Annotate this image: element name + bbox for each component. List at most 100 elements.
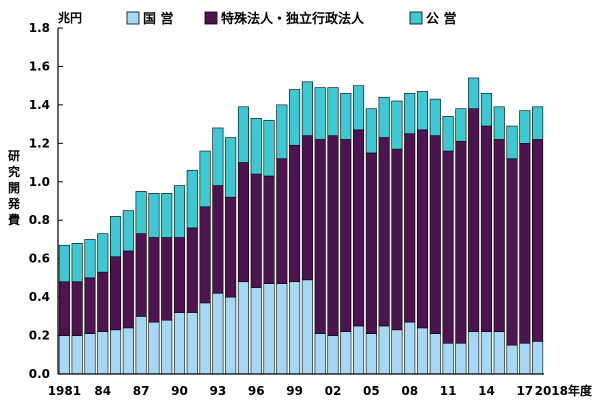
bar-special-corp-2003: [340, 139, 352, 333]
bar-national-1985: [110, 329, 122, 375]
bar-national-2001: [314, 333, 326, 375]
bar-public-1988: [148, 193, 160, 238]
x-tick-label: 05: [363, 384, 380, 398]
unit-label: 兆円: [58, 10, 82, 25]
bar-public-1994: [225, 137, 237, 198]
bar-national-1986: [122, 327, 134, 375]
bar-national-2008: [404, 321, 416, 375]
bar-special-corp-2004: [353, 129, 365, 327]
legend-label-public: 公 営: [426, 11, 457, 27]
bar-national-1991: [186, 312, 198, 375]
bar-national-1982: [71, 335, 83, 375]
bar-special-corp-2012: [455, 141, 467, 344]
bar-national-1989: [161, 319, 173, 375]
bar-special-corp-1998: [276, 158, 288, 284]
x-tick-label: 11: [440, 384, 457, 398]
legend-item-public: 公 営: [409, 11, 457, 27]
bar-public-2007: [391, 100, 403, 150]
bar-national-2018: [532, 341, 544, 375]
bar-special-corp-1991: [186, 227, 198, 313]
bar-national-2017: [519, 342, 531, 375]
bar-national-1983: [84, 333, 96, 375]
legend-swatch-public: [409, 11, 423, 25]
bar-national-2002: [327, 335, 339, 375]
bar-special-corp-2017: [519, 143, 531, 344]
bar-special-corp-1982: [71, 281, 83, 336]
bar-national-1996: [250, 287, 262, 375]
bar-public-2015: [493, 106, 505, 140]
bar-public-2014: [480, 93, 492, 127]
bar-special-corp-1986: [122, 250, 134, 329]
y-axis-title-char: 発: [7, 196, 21, 211]
bar-special-corp-1997: [263, 175, 275, 284]
bar-national-1981: [58, 335, 70, 375]
x-tick-label: 93: [210, 384, 227, 398]
bar-public-1992: [199, 150, 211, 208]
bar-national-1992: [199, 302, 211, 375]
bar-public-2016: [506, 125, 518, 160]
legend-item-national: 国 営: [126, 11, 174, 27]
bar-national-2006: [378, 325, 390, 375]
bar-public-1996: [250, 118, 262, 175]
x-tick-label: 14: [478, 384, 495, 398]
bar-national-2003: [340, 331, 352, 375]
bar-special-corp-1984: [97, 271, 109, 333]
bar-public-1991: [186, 169, 198, 229]
bars: [58, 77, 544, 375]
bar-national-1990: [173, 312, 186, 375]
bar-special-corp-1985: [110, 256, 122, 331]
bar-special-corp-2008: [404, 133, 416, 323]
bar-public-1984: [97, 233, 109, 273]
bar-national-1997: [263, 283, 275, 375]
bar-special-corp-2010: [429, 135, 441, 334]
axes: [57, 28, 544, 375]
bar-national-2012: [455, 342, 467, 375]
legend-item-special-corp: 特殊法人・独立行政法人: [204, 11, 365, 27]
bar-national-2005: [365, 333, 377, 375]
bar-public-2003: [340, 93, 352, 140]
bar-national-1994: [225, 296, 237, 375]
bar-national-1987: [135, 316, 147, 375]
bar-national-2004: [353, 325, 365, 375]
bar-special-corp-2014: [480, 125, 492, 333]
bar-public-2011: [442, 116, 454, 152]
x-tick-label: 90: [171, 384, 188, 398]
bar-national-2013: [468, 331, 480, 375]
bar-public-1983: [84, 239, 96, 279]
bar-special-corp-1989: [161, 237, 173, 321]
bar-public-2005: [365, 108, 377, 154]
y-tick-label: 0.0: [29, 367, 50, 381]
legend-label-special-corp: 特殊法人・独立行政法人: [221, 11, 365, 27]
bar-public-2008: [404, 93, 416, 135]
bar-public-1987: [135, 191, 147, 234]
bar-public-2013: [468, 77, 480, 110]
bar-special-corp-1981: [58, 281, 70, 336]
bar-special-corp-2015: [493, 139, 505, 333]
legend-swatch-special-corp: [204, 11, 218, 25]
x-tick-label: 02: [325, 384, 342, 398]
bar-special-corp-1992: [199, 206, 211, 304]
bar-public-2018: [532, 106, 544, 140]
bar-special-corp-1994: [225, 196, 237, 298]
bar-national-2016: [506, 344, 518, 375]
bar-public-2012: [455, 108, 467, 142]
legend-swatch-national: [126, 11, 140, 25]
bar-national-2011: [442, 342, 454, 375]
bar-public-1998: [276, 104, 288, 160]
y-tick-label: 0.6: [29, 252, 50, 266]
bar-public-2006: [378, 96, 390, 138]
y-tick-label: 0.8: [29, 213, 50, 227]
bar-national-1995: [237, 281, 249, 375]
x-axis: 1981 84 87 90 93 96 99 02 05 08 11 14 17 2018年度: [48, 383, 593, 398]
bar-special-corp-1983: [84, 277, 96, 334]
bar-special-corp-1999: [289, 144, 301, 283]
bar-national-1993: [212, 292, 224, 375]
x-tick-label: 08: [401, 384, 418, 398]
bar-public-2004: [353, 85, 365, 131]
legend: 国 営 特殊法人・独立行政法人 公 営: [126, 11, 457, 27]
bar-special-corp-2018: [532, 139, 544, 342]
bar-public-1982: [71, 242, 83, 283]
bar-special-corp-2011: [442, 150, 454, 344]
bar-special-corp-1995: [237, 162, 249, 283]
